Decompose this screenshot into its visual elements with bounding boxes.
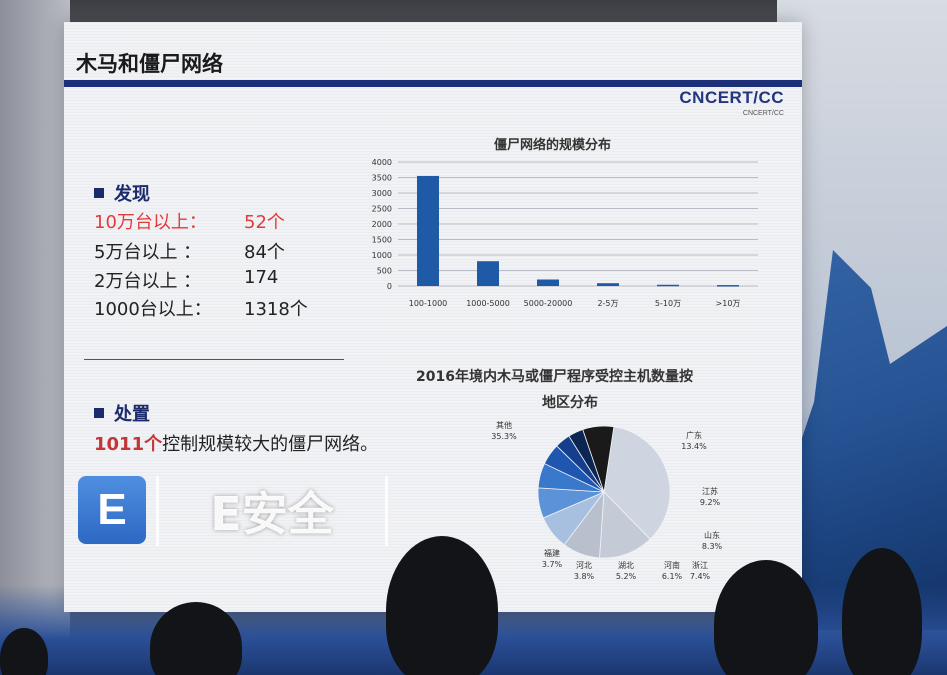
y-tick-label: 2500 — [372, 205, 392, 214]
pie-slice-percent: 35.3% — [491, 432, 517, 441]
slide-title: 木马和僵尸网络 — [76, 52, 223, 76]
stat-label: 5万台以上 ： — [94, 242, 202, 263]
x-tick-label: 100-1000 — [409, 299, 448, 308]
stat-label: 1000台以上： — [94, 299, 212, 320]
pie-chart-title-line1: 2016年境内木马或僵尸程序受控主机数量按 — [416, 369, 693, 385]
x-tick-label: >10万 — [716, 299, 741, 308]
pie-slice-label: 其他 — [496, 420, 512, 430]
bar-chart-title: 僵尸网络的规模分布 — [494, 138, 612, 153]
pie-slice-percent: 5.2% — [616, 572, 637, 580]
pie-slice-percent: 13.4% — [681, 442, 707, 451]
stat-row-2: 5万台以上 ： 84个 — [94, 238, 285, 264]
y-tick-label: 3500 — [372, 174, 392, 183]
discover-heading-label: 发现 — [114, 184, 150, 205]
discover-heading: 发现 — [94, 180, 150, 206]
section-divider — [84, 359, 344, 360]
stat-value: 52个 — [244, 212, 285, 233]
audience-head — [714, 560, 818, 675]
y-tick-label: 4000 — [372, 158, 392, 167]
audience-head — [386, 536, 498, 675]
audience-head — [150, 602, 242, 675]
pie-slice-label: 山东 — [704, 530, 720, 540]
pie-slice — [582, 425, 615, 493]
stat-value: 84个 — [244, 242, 285, 263]
pie-slice-percent: 3.7% — [542, 560, 563, 569]
y-tick-label: 1500 — [372, 236, 392, 245]
x-tick-label: 5-10万 — [655, 299, 681, 308]
audience-head — [0, 628, 48, 675]
pie-slice-label: 湖北 — [618, 561, 634, 570]
stat-row-1: 10万台以上： 52个 — [94, 208, 285, 234]
bar — [417, 175, 439, 286]
cncert-logo: CNCERT/CC — [679, 88, 784, 107]
handle-heading-label: 处置 — [114, 404, 150, 425]
stat-value: 174 — [244, 267, 279, 288]
bar — [537, 279, 559, 286]
cncert-logo-sub: CNCERT/CC — [742, 110, 784, 117]
pie-slice — [599, 491, 651, 559]
stat-row-4: 1000台以上： 1318个 — [94, 295, 308, 321]
pie-slice-percent: 8.3% — [702, 542, 723, 551]
handle-description: 控制规模较大的僵尸网络。 — [162, 434, 379, 455]
y-tick-label: 0 — [387, 282, 392, 291]
x-tick-label: 5000-20000 — [524, 299, 573, 308]
stat-label: 2万台以上 ： — [94, 271, 202, 292]
pie-slice-label: 浙江 — [692, 560, 708, 570]
bar-chart: 0 500 1000 1500 2000 2500 3000 3500 4000 100-1000… — [372, 158, 758, 308]
bullet-square-icon — [94, 408, 104, 418]
stat-label: 10万台以上： — [94, 212, 207, 233]
handle-heading: 处置 — [94, 400, 150, 426]
presentation-slide: 木马和僵尸网络 CNCERT/CC CNCERT/CC 发现 10万台以上： 5… — [64, 22, 802, 612]
pie-slice-percent: 3.8% — [574, 572, 595, 580]
watermark-text: E安全 — [156, 476, 388, 546]
x-tick-label: 1000-5000 — [466, 299, 510, 308]
y-tick-label: 1000 — [372, 251, 392, 260]
handle-highlight: 1011个 — [94, 434, 163, 455]
bar — [657, 284, 679, 287]
pie-slice-label: 江苏 — [702, 486, 718, 496]
handle-text: 1011个控制规模较大的僵尸网络。 — [94, 430, 378, 456]
y-tick-label: 3000 — [372, 189, 392, 198]
pie-slice-percent: 6.1% — [662, 572, 683, 580]
stat-row-3: 2万台以上 ： 174 — [94, 267, 278, 293]
bar — [597, 283, 619, 286]
pie-slice-label: 河南 — [664, 560, 680, 570]
pie-slice — [603, 426, 671, 540]
pie-chart: 其他 35.3% 广东 13.4% 江苏 9.2% 山东 8.3% 浙江 7.4% 河南 6.1% 湖北… — [491, 420, 723, 580]
stat-value: 1318个 — [244, 299, 308, 320]
pie-slice-percent: 9.2% — [700, 498, 721, 507]
y-tick-label: 500 — [377, 267, 392, 276]
pie-slice-label: 广东 — [686, 430, 702, 440]
y-tick-label: 2000 — [372, 220, 392, 229]
audience-head — [842, 548, 922, 675]
pie-slice-percent: 7.4% — [690, 572, 711, 580]
pie-chart-title-line2: 地区分布 — [542, 395, 598, 411]
e-security-logo-icon: E — [78, 476, 146, 544]
bar — [717, 285, 739, 287]
x-tick-label: 2-5万 — [597, 299, 618, 308]
pie-slice-label: 河北 — [576, 560, 592, 570]
pie-slice-label: 福建 — [544, 548, 560, 558]
bullet-square-icon — [94, 188, 104, 198]
bar — [477, 261, 499, 286]
title-underline-bar — [64, 80, 802, 87]
left-wall — [0, 0, 70, 675]
